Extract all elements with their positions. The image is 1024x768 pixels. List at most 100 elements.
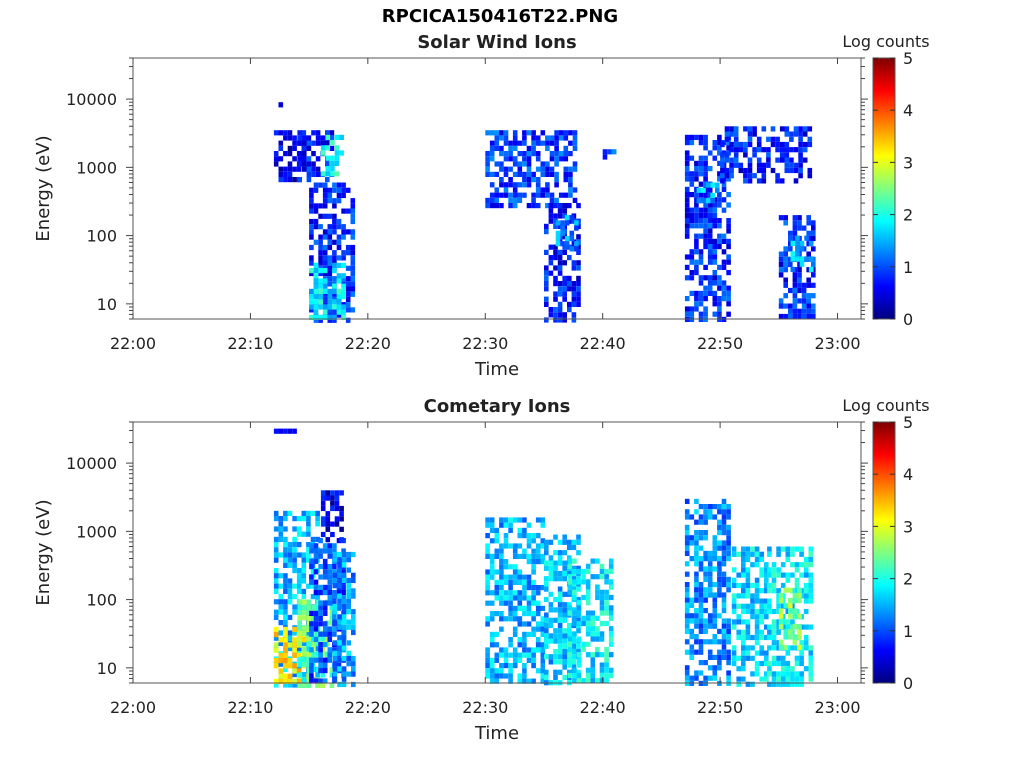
heatmap-cell [337,551,342,558]
heatmap-cell [494,161,500,167]
heatmap-cell [311,140,316,146]
heatmap-cell [717,238,722,244]
heatmap-cell [698,602,704,608]
heatmap-cell [766,157,771,163]
x-tick-label: 22:10 [227,698,273,717]
heatmap-cell [311,151,316,157]
heatmap-cell [724,152,730,158]
heatmap-cell [783,644,788,650]
heatmap-cell [792,293,798,299]
heatmap-cell [788,613,793,619]
heatmap-cell [712,597,718,603]
heatmap-cell [571,291,577,297]
heatmap-cell [783,267,788,273]
heatmap-cell [337,572,342,578]
heatmap-cell [698,530,704,536]
heatmap-cell [608,626,614,632]
heatmap-cell [785,619,791,625]
heatmap-cell [750,681,755,687]
heatmap-cell [327,265,333,271]
heatmap-cell [494,595,500,601]
heatmap-cell [703,285,708,291]
heatmap-cell [548,570,554,577]
heatmap-cell [726,514,731,520]
x-tick-label: 23:00 [814,334,860,353]
heatmap-cell [576,534,581,540]
heatmap-cell [717,587,722,593]
heatmap-cell [778,644,784,650]
heatmap-cell [526,657,532,663]
heatmap-cell [320,672,325,678]
heatmap-cell [322,192,328,199]
heatmap-cell [585,589,591,595]
heatmap-cell [503,522,509,528]
heatmap-cell [564,241,570,247]
heatmap-cell [779,141,785,148]
heatmap-cell [717,660,722,666]
heatmap-cell [698,582,704,588]
x-axis-label: Time [474,359,519,380]
heatmap-cell [489,611,495,617]
heatmap-cell [764,598,769,604]
heatmap-cell [309,260,314,266]
heatmap-cell [738,147,744,153]
heatmap-cell [797,629,802,635]
heatmap-cell [698,587,704,593]
heatmap-cell [485,579,490,585]
heatmap-cell [576,652,582,658]
heatmap-cell [292,428,297,434]
heatmap-cell [729,157,734,163]
heatmap-cell [560,241,565,247]
heatmap-cell [698,166,704,172]
heatmap-cell [301,145,307,151]
heatmap-cell [327,564,333,570]
heatmap-cell [790,676,795,682]
heatmap-cell [604,574,609,580]
heatmap-cell [332,288,337,294]
heatmap-cell [698,140,704,146]
burst-11 [731,546,769,687]
heatmap-cell [309,631,314,637]
heatmap-cell [703,155,708,161]
heatmap-cell [562,612,567,618]
heatmap-cell [350,255,356,261]
heatmap-cell [759,660,764,667]
heatmap-cell [750,608,755,615]
heatmap-cell [557,255,563,261]
heatmap-cell [585,672,591,679]
heatmap-cell [526,203,532,209]
heatmap-cell [499,585,504,591]
heatmap-cell [771,676,777,682]
heatmap-cell [309,268,314,274]
heatmap-cell [717,160,722,166]
heatmap-cell [567,574,573,580]
heatmap-cell [306,651,312,657]
heatmap-cell [712,602,718,608]
heatmap-cell [544,296,549,302]
heatmap-cell [567,622,572,629]
heatmap-cell [318,224,323,230]
heatmap-cell [803,608,809,615]
burst-2 [297,130,335,183]
heatmap-cell [567,558,573,564]
heatmap-cell [721,550,727,556]
heatmap-cell [694,597,699,603]
heatmap-cell [334,505,340,512]
heatmap-cell [278,166,284,172]
heatmap-cell [329,672,335,678]
heatmap-cell [322,621,328,627]
heatmap-cell [712,535,718,541]
heatmap-cell [485,203,490,209]
heatmap-cell [512,187,518,193]
heatmap-cell [327,307,333,313]
heatmap-cell [512,145,518,151]
heatmap-cell [332,203,337,209]
heatmap-cell [784,162,790,168]
heatmap-cell [567,281,572,287]
heatmap-cell [576,301,581,307]
heatmap-cell [726,228,731,234]
heatmap-cell [808,650,814,656]
heatmap-cell [784,167,790,174]
heatmap-cell [604,605,609,611]
heatmap-cell [750,551,755,557]
